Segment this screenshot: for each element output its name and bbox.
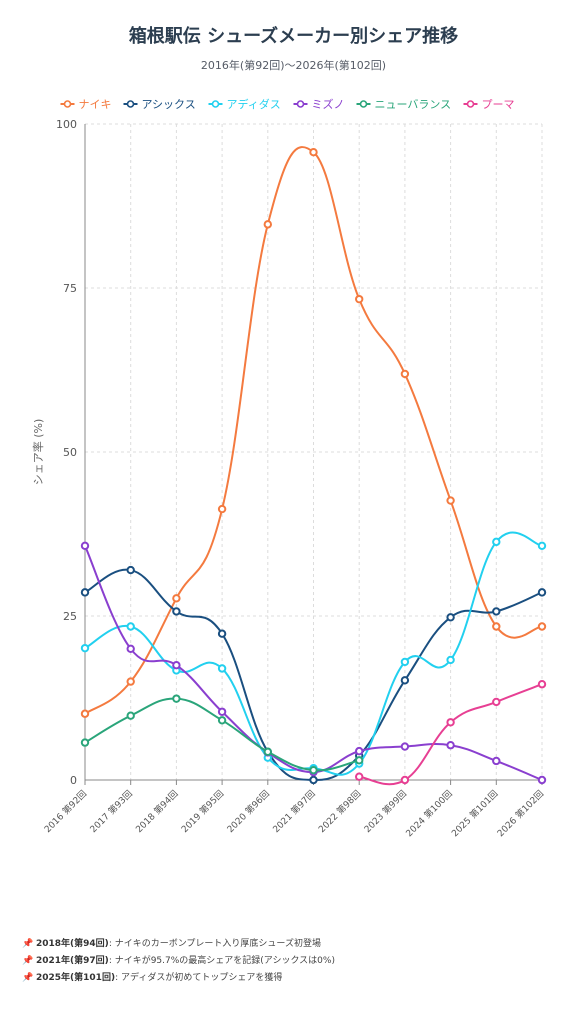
data-point[interactable] <box>172 694 181 703</box>
y-tick-label: 75 <box>63 282 77 295</box>
data-point[interactable] <box>217 716 227 725</box>
data-point[interactable] <box>217 707 227 716</box>
x-tick-label: 2018 第94回 <box>133 788 181 836</box>
note-text: : ナイキのカーボンプレート入り厚底シューズ初登場 <box>108 939 321 949</box>
series-line <box>84 545 543 781</box>
data-point[interactable] <box>446 655 455 665</box>
legend-marker[interactable] <box>63 100 72 108</box>
data-point[interactable] <box>217 629 227 638</box>
legend-label[interactable]: ミズノ <box>312 97 345 111</box>
legend-label[interactable]: ニューバランス <box>375 98 452 111</box>
y-tick-label: 25 <box>63 610 77 623</box>
x-tick-label: 2019 第95回 <box>179 788 227 836</box>
x-tick-label: 2023 第99回 <box>361 788 409 836</box>
y-tick-label: 0 <box>70 774 77 787</box>
line-chart: 0 25 50 75 100 2016 第92回 2017 第93回 2018 第94回 201… <box>31 97 547 840</box>
data-point[interactable] <box>126 677 135 686</box>
data-point[interactable] <box>126 565 135 575</box>
data-point[interactable] <box>537 622 547 631</box>
legend-marker[interactable] <box>126 100 135 108</box>
data-point[interactable] <box>492 607 501 616</box>
data-point[interactable] <box>400 676 410 685</box>
x-tick-label: 2026 第102回 <box>495 788 547 840</box>
data-point[interactable] <box>309 775 318 785</box>
legend-label[interactable]: プーマ <box>482 98 515 111</box>
data-point[interactable] <box>400 369 410 379</box>
note-year: 2018年(第94回) <box>36 939 109 949</box>
data-point[interactable] <box>172 661 181 670</box>
data-point[interactable] <box>172 607 181 616</box>
legend-marker[interactable] <box>211 100 220 108</box>
data-point[interactable] <box>446 741 455 750</box>
legend-label[interactable]: アディダス <box>227 97 281 111</box>
chart-title: 箱根駅伝 シューズメーカー別シェア推移 <box>128 26 459 47</box>
legend-marker[interactable] <box>296 100 305 108</box>
pin-icon: 📌 <box>22 939 34 949</box>
chart-subtitle: 2016年(第92回)〜2026年(第102回) <box>200 59 387 72</box>
data-point[interactable] <box>492 756 501 766</box>
data-point[interactable] <box>263 220 272 229</box>
x-tick-label: 2022 第98回 <box>316 788 364 836</box>
data-point[interactable] <box>80 588 90 597</box>
x-tick-label: 2025 第101回 <box>449 788 501 840</box>
data-point[interactable] <box>80 738 90 747</box>
note-text: : ナイキが95.7%の最高シェアを記録(アシックスは0%) <box>108 956 335 966</box>
note-text: : アディダスが初めてトップシェアを獲得 <box>115 973 283 983</box>
data-point[interactable] <box>126 711 135 720</box>
legend-marker[interactable] <box>359 100 368 108</box>
data-point[interactable] <box>400 775 410 785</box>
data-point[interactable] <box>400 657 410 667</box>
data-point[interactable] <box>309 148 318 157</box>
note-item: 📌 2018年(第94回): ナイキのカーボンプレート入り厚底シューズ初登場 <box>22 936 335 953</box>
data-point[interactable] <box>217 504 227 514</box>
data-point[interactable] <box>80 643 90 653</box>
notes-list: 📌 2018年(第94回): ナイキのカーボンプレート入り厚底シューズ初登場 📌 2… <box>22 936 335 987</box>
data-point[interactable] <box>263 747 272 756</box>
data-point[interactable] <box>492 537 501 547</box>
data-point[interactable] <box>446 496 455 505</box>
data-point[interactable] <box>492 622 501 631</box>
x-tick-label: 2024 第100回 <box>403 788 455 840</box>
data-point[interactable] <box>309 765 318 775</box>
data-point[interactable] <box>126 622 135 631</box>
x-tick-label: 2021 第97回 <box>270 788 318 836</box>
y-axis-label: シェア率 (%) <box>31 419 45 486</box>
data-point[interactable] <box>446 718 455 727</box>
data-point[interactable] <box>80 541 90 551</box>
y-tick-label: 50 <box>63 446 77 459</box>
data-point[interactable] <box>355 294 364 304</box>
data-point[interactable] <box>537 680 547 689</box>
data-point[interactable] <box>537 775 547 785</box>
data-point[interactable] <box>126 644 135 653</box>
data-point[interactable] <box>355 772 364 781</box>
data-point[interactable] <box>217 664 227 673</box>
pin-icon: 📌 <box>22 973 34 983</box>
data-point[interactable] <box>80 709 90 718</box>
data-point[interactable] <box>172 594 181 603</box>
data-point[interactable] <box>355 746 364 756</box>
legend-label[interactable]: アシックス <box>142 98 196 111</box>
x-tick-label: 2017 第93回 <box>87 788 135 836</box>
note-item: 📌 2025年(第101回): アディダスが初めてトップシェアを獲得 <box>22 970 335 987</box>
note-year: 2025年(第101回) <box>36 973 116 983</box>
data-point[interactable] <box>355 756 364 765</box>
data-point[interactable] <box>537 588 547 597</box>
y-tick-label: 100 <box>56 118 77 131</box>
legend-label[interactable]: ナイキ <box>79 98 112 111</box>
data-point[interactable] <box>446 613 455 622</box>
legend-marker[interactable] <box>466 100 475 108</box>
note-item: 📌 2021年(第97回): ナイキが95.7%の最高シェアを記録(アシックスは0… <box>22 953 335 970</box>
data-point[interactable] <box>400 742 410 751</box>
pin-icon: 📌 <box>22 956 34 966</box>
x-tick-label: 2016 第92回 <box>42 788 90 836</box>
x-tick-label: 2020 第96回 <box>224 788 272 836</box>
data-point[interactable] <box>537 541 547 551</box>
note-year: 2021年(第97回) <box>36 956 109 966</box>
data-point[interactable] <box>492 697 501 707</box>
